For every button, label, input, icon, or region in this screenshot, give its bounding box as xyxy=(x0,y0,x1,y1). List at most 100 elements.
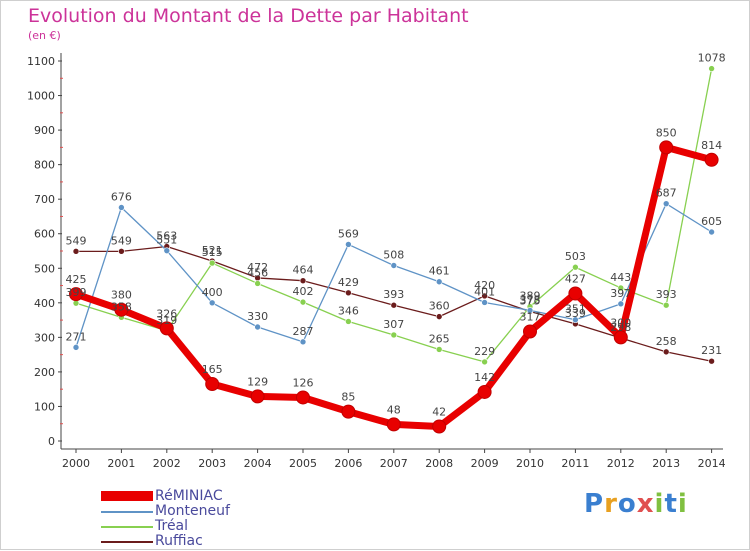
data-label-monteneuf: 401 xyxy=(474,285,495,298)
data-point-tral xyxy=(708,65,715,72)
data-label-rminiac: 300 xyxy=(610,316,631,329)
data-point-rminiac xyxy=(613,330,628,345)
data-label-rminiac: 317 xyxy=(520,310,541,323)
data-point-ruffiac xyxy=(662,348,670,356)
data-point-rminiac xyxy=(341,404,356,419)
x-tick-label: 2005 xyxy=(289,457,317,470)
x-tick-label: 2002 xyxy=(153,457,181,470)
data-label-ruffiac: 231 xyxy=(701,344,722,357)
data-point-tral xyxy=(481,358,488,366)
logo-letter: x xyxy=(636,489,655,519)
unit-label: (en €) xyxy=(28,29,61,42)
data-label-rminiac: 126 xyxy=(293,376,314,389)
data-point-tral xyxy=(299,298,307,306)
data-label-rminiac: 850 xyxy=(656,126,677,139)
data-label-monteneuf: 687 xyxy=(656,187,677,200)
x-tick-label: 2013 xyxy=(652,457,680,470)
data-label-monteneuf: 400 xyxy=(202,286,223,299)
data-point-rminiac xyxy=(114,302,129,317)
y-tick-label: 700 xyxy=(34,193,55,206)
data-label-tral: 515 xyxy=(202,246,223,259)
data-label-tral: 358 xyxy=(111,300,132,313)
data-label-ruffiac: 563 xyxy=(156,230,177,243)
data-labels: 549 549 563 521 472 464 429 393 360 420 375 339 298 2… xyxy=(66,52,726,419)
x-tick-label: 2003 xyxy=(198,457,226,470)
data-label-tral: 229 xyxy=(474,345,495,358)
data-point-tral xyxy=(572,263,579,271)
x-tick-label: 2008 xyxy=(425,457,453,470)
data-point-tral xyxy=(390,331,398,339)
data-point-ruffiac xyxy=(481,292,488,300)
data-label-monteneuf: 287 xyxy=(293,325,314,338)
data-point-monteneuf xyxy=(390,262,398,269)
series-rminiac xyxy=(69,140,719,434)
x-tick-label: 2010 xyxy=(516,457,544,470)
legend-swatch-monteneuf xyxy=(101,511,153,513)
logo-letter: t xyxy=(664,489,678,519)
logo-letter: o xyxy=(617,489,637,519)
data-point-rminiac xyxy=(205,377,220,391)
data-label-tral: 265 xyxy=(429,332,450,345)
data-point-tral xyxy=(208,259,216,267)
series-tral xyxy=(72,65,715,366)
data-point-ruffiac xyxy=(72,248,80,255)
y-tick-label: 1100 xyxy=(27,55,55,68)
data-label-tral: 389 xyxy=(520,290,541,303)
data-point-ruffiac xyxy=(390,301,398,309)
data-point-monteneuf xyxy=(163,247,171,254)
data-label-rminiac: 427 xyxy=(565,272,586,285)
data-label-rminiac: 129 xyxy=(247,375,268,388)
data-point-monteneuf xyxy=(299,338,307,346)
data-label-ruffiac: 429 xyxy=(338,276,359,289)
data-label-monteneuf: 397 xyxy=(610,287,631,300)
data-label-monteneuf: 330 xyxy=(247,310,268,323)
legend-label-monteneuf: Monteneuf xyxy=(155,503,230,519)
data-label-monteneuf: 271 xyxy=(66,330,87,343)
data-label-rminiac: 814 xyxy=(701,139,722,152)
data-label-rminiac: 48 xyxy=(387,403,401,416)
data-point-monteneuf xyxy=(526,307,534,314)
data-label-monteneuf: 351 xyxy=(565,303,586,316)
data-point-tral xyxy=(254,280,261,287)
data-label-tral: 456 xyxy=(247,266,268,279)
data-point-monteneuf xyxy=(118,204,125,211)
data-point-rminiac xyxy=(432,419,447,434)
data-label-rminiac: 425 xyxy=(66,273,87,286)
data-label-monteneuf: 676 xyxy=(111,190,132,203)
data-label-ruffiac: 464 xyxy=(293,264,314,277)
x-tick-label: 2001 xyxy=(107,457,135,470)
data-point-rminiac xyxy=(523,324,537,339)
data-point-rminiac xyxy=(568,286,583,301)
proxiti-logo[interactable]: Proxiti xyxy=(584,489,688,519)
data-label-tral: 319 xyxy=(156,314,177,327)
data-label-monteneuf: 569 xyxy=(338,227,359,240)
data-label-tral: 1078 xyxy=(698,52,726,65)
data-label-ruffiac: 375 xyxy=(520,294,541,307)
x-tick-label: 2012 xyxy=(607,457,635,470)
logo-letter: i xyxy=(677,489,688,519)
data-label-ruffiac: 339 xyxy=(565,307,586,320)
series-monteneuf xyxy=(72,200,715,351)
data-label-tral: 402 xyxy=(293,285,314,298)
data-point-ruffiac xyxy=(435,313,443,320)
x-tick-label: 2007 xyxy=(380,457,408,470)
y-tick-label: 900 xyxy=(34,124,55,137)
x-tick-label: 2000 xyxy=(62,457,90,470)
legend-label-reminiac: RéMINIAC xyxy=(155,488,223,504)
y-tick-label: 100 xyxy=(34,400,55,413)
data-point-monteneuf xyxy=(254,323,261,331)
data-label-ruffiac: 549 xyxy=(66,234,87,247)
data-label-monteneuf: 605 xyxy=(701,215,722,228)
data-label-tral: 346 xyxy=(338,304,359,317)
data-point-monteneuf xyxy=(208,299,216,307)
data-point-monteneuf xyxy=(708,228,715,236)
data-point-monteneuf xyxy=(481,299,488,306)
data-label-tral: 399 xyxy=(66,286,87,299)
data-point-monteneuf xyxy=(345,241,352,248)
data-point-rminiac xyxy=(159,321,174,336)
data-label-ruffiac: 521 xyxy=(202,244,223,257)
data-label-monteneuf: 378 xyxy=(520,293,541,306)
logo-letter: i xyxy=(654,489,665,519)
